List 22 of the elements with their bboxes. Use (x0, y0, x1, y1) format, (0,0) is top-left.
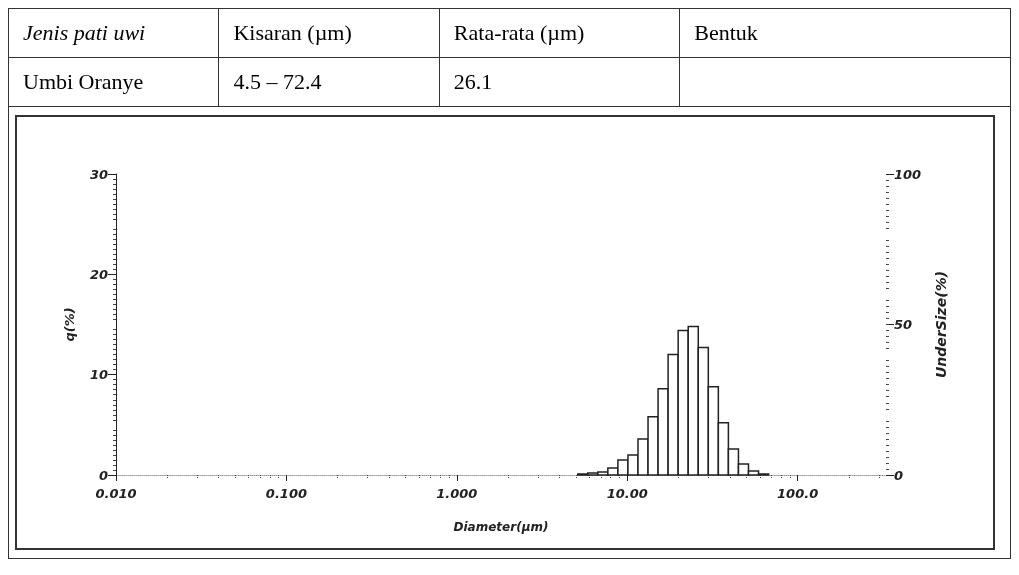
x-tick-label: 100.0 (777, 486, 819, 501)
y-tick-label: 10 (89, 367, 108, 383)
x-tick-label: 1.000 (436, 486, 478, 501)
text: 4.5 – 72.4 (218, 57, 440, 107)
y-axis-title: q(%) (62, 307, 77, 342)
x-tick-label: 0.100 (265, 486, 307, 501)
y2-tick-label: 100 (894, 166, 922, 182)
text: Jenis pati uwi (8, 8, 219, 58)
text: 26.1 (439, 57, 680, 107)
y-tick-label: 20 (89, 266, 108, 282)
y2-tick-label: 50 (894, 317, 913, 332)
text: Umbi Oranye (8, 57, 219, 107)
y2-tick-label: 0 (894, 467, 904, 483)
x-tick-label: 10.00 (606, 486, 648, 501)
y-tick-label: 0 (98, 467, 108, 483)
x-axis-title: Diameter(µm) (453, 520, 549, 534)
text: Kisaran (µm) (218, 8, 440, 58)
y2-axis-title: UnderSize(%) (933, 270, 949, 379)
x-tick-label: 0.010 (95, 486, 137, 501)
text: Rata-rata (µm) (439, 8, 680, 58)
y-tick-label: 30 (89, 166, 108, 182)
text: Bentuk (679, 8, 1011, 58)
